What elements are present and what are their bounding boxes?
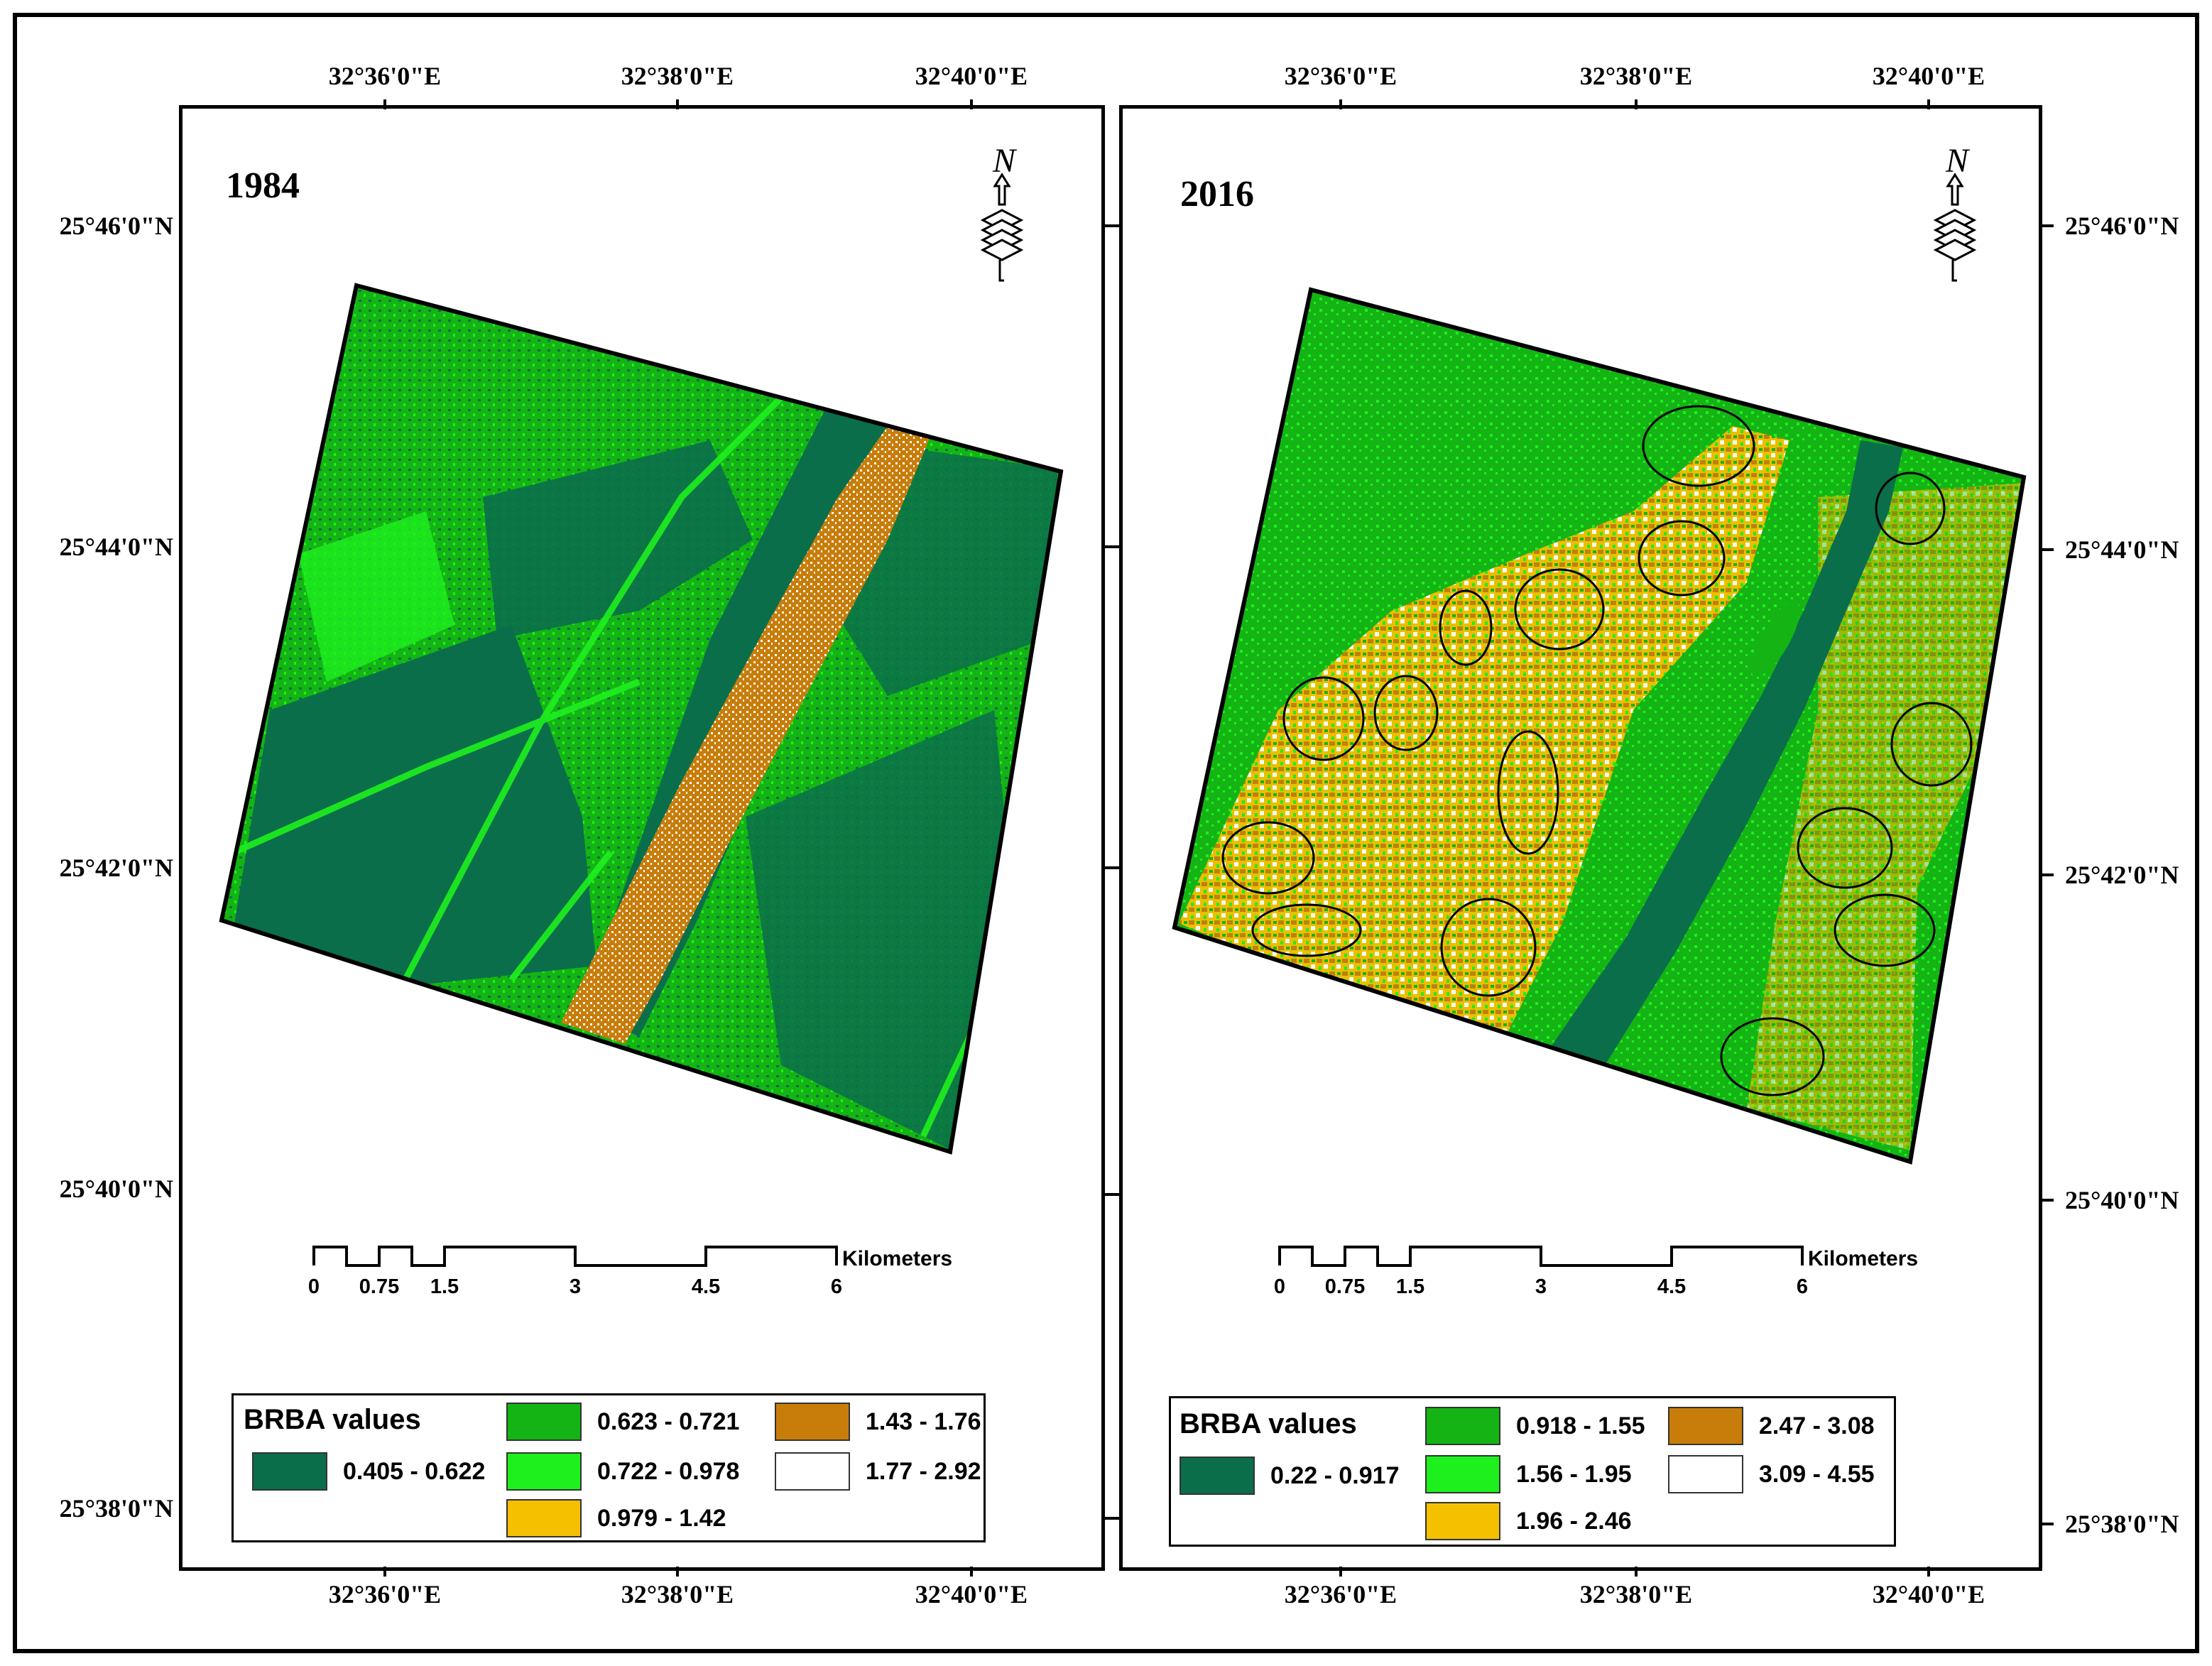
side-label-2: 25°44'0"N (59, 533, 173, 561)
legend-label: 0.722 - 0.978 (597, 1458, 740, 1485)
tick (970, 99, 973, 109)
side-label-1: 25°46'0"N (2065, 212, 2179, 240)
tick (1105, 866, 1119, 869)
tick (2042, 1199, 2054, 1202)
tick (1339, 99, 1342, 109)
scale-unit: Kilometers (842, 1247, 953, 1270)
legend-swatch (1425, 1407, 1500, 1445)
legend-label: 1.96 - 2.46 (1516, 1508, 1632, 1535)
legend-swatch (506, 1499, 582, 1537)
scale-label: 3 (1535, 1275, 1547, 1298)
legend-swatch (1425, 1455, 1500, 1493)
legend-swatch (775, 1452, 850, 1491)
north-arrow-icon: N (1933, 142, 1977, 282)
tick (1927, 99, 1930, 109)
tick (1339, 1567, 1342, 1577)
year-label-2016: 2016 (1180, 174, 1254, 214)
legend-label: 0.405 - 0.622 (343, 1458, 486, 1485)
legend-swatch (1668, 1407, 1743, 1445)
bottom-label-3: 32°40'0"E (1872, 1580, 1985, 1608)
tick (1927, 1567, 1930, 1577)
north-arrow-icon: N (980, 142, 1024, 282)
tick (676, 1567, 679, 1577)
tick (1105, 224, 1119, 227)
tick (383, 1567, 386, 1577)
scale-label: 1.5 (1395, 1275, 1425, 1298)
bottom-label-1: 32°36'0"E (1284, 1580, 1398, 1608)
side-label-4: 25°40'0"N (59, 1175, 173, 1203)
side-label-5: 25°38'0"N (2065, 1510, 2179, 1538)
tick (383, 99, 386, 109)
side-label-3: 25°42'0"N (59, 854, 173, 882)
legend-label: 0.918 - 1.55 (1516, 1412, 1645, 1439)
legend-2016: BRBA values 0.22 - 0.917 0.918 - 1.55 1.… (1169, 1396, 1896, 1547)
side-label-3: 25°42'0"N (2065, 861, 2179, 889)
top-label-1: 32°36'0"E (1284, 62, 1398, 90)
tick (1105, 1193, 1119, 1196)
scale-label: 6 (830, 1275, 843, 1298)
side-label-1: 25°46'0"N (59, 212, 173, 240)
legend-1984: BRBA values 0.405 - 0.622 0.623 - 0.721 … (231, 1393, 986, 1542)
scale-label: 0.75 (359, 1275, 400, 1298)
year-label-1984: 1984 (226, 165, 300, 206)
scale-unit: Kilometers (1808, 1247, 1919, 1270)
north-letter: N (1945, 142, 1971, 180)
bottom-label-1: 32°36'0"E (328, 1580, 442, 1608)
legend-title: BRBA values (1179, 1408, 1357, 1439)
scale-label: 1.5 (430, 1275, 459, 1298)
tick (2042, 224, 2054, 227)
scale-label: 4.5 (1657, 1275, 1687, 1298)
tick (2042, 873, 2054, 876)
outer-border (13, 13, 2199, 1653)
tick (2042, 548, 2054, 551)
legend-label: 0.979 - 1.42 (597, 1505, 726, 1532)
legend-swatch (1425, 1502, 1500, 1540)
legend-label: 3.09 - 4.55 (1759, 1461, 1875, 1488)
legend-title: BRBA values (244, 1404, 421, 1435)
legend-swatch (506, 1452, 582, 1491)
bottom-label-3: 32°40'0"E (915, 1580, 1028, 1608)
tick (1105, 545, 1119, 548)
tick (1105, 1517, 1119, 1520)
scale-label: 6 (1796, 1275, 1809, 1298)
legend-swatch (1179, 1457, 1255, 1495)
legend-label: 0.623 - 0.721 (597, 1408, 740, 1435)
tick (1635, 99, 1638, 109)
tick (676, 99, 679, 109)
top-label-3: 32°40'0"E (915, 62, 1028, 90)
top-label-2: 32°38'0"E (621, 62, 734, 90)
legend-swatch (775, 1403, 850, 1441)
scale-label: 0 (1273, 1275, 1286, 1298)
legend-label: 2.47 - 3.08 (1759, 1412, 1875, 1439)
legend-label: 0.22 - 0.917 (1270, 1462, 1400, 1489)
side-label-5: 25°38'0"N (59, 1494, 173, 1523)
north-letter: N (992, 142, 1018, 180)
scale-label: 4.5 (691, 1275, 721, 1298)
scale-label: 0 (307, 1275, 320, 1298)
top-label-1: 32°36'0"E (328, 62, 442, 90)
legend-label: 1.56 - 1.95 (1516, 1461, 1632, 1488)
bottom-label-2: 32°38'0"E (621, 1580, 734, 1608)
legend-swatch (252, 1452, 327, 1491)
tick (1635, 1567, 1638, 1577)
top-label-2: 32°38'0"E (1579, 62, 1693, 90)
side-label-4: 25°40'0"N (2065, 1186, 2179, 1214)
legend-label: 1.77 - 2.92 (866, 1458, 981, 1485)
legend-swatch (506, 1403, 582, 1441)
bottom-label-2: 32°38'0"E (1579, 1580, 1693, 1608)
scale-bar-1984 (312, 1246, 838, 1267)
side-label-2: 25°44'0"N (2065, 535, 2179, 564)
scale-label: 0.75 (1324, 1275, 1366, 1298)
legend-swatch (1668, 1455, 1743, 1493)
top-label-3: 32°40'0"E (1872, 62, 1985, 90)
scale-label: 3 (569, 1275, 582, 1298)
legend-label: 1.43 - 1.76 (866, 1408, 981, 1435)
scale-bar-2016 (1278, 1246, 1804, 1267)
tick (970, 1567, 973, 1577)
tick (2042, 1523, 2054, 1525)
